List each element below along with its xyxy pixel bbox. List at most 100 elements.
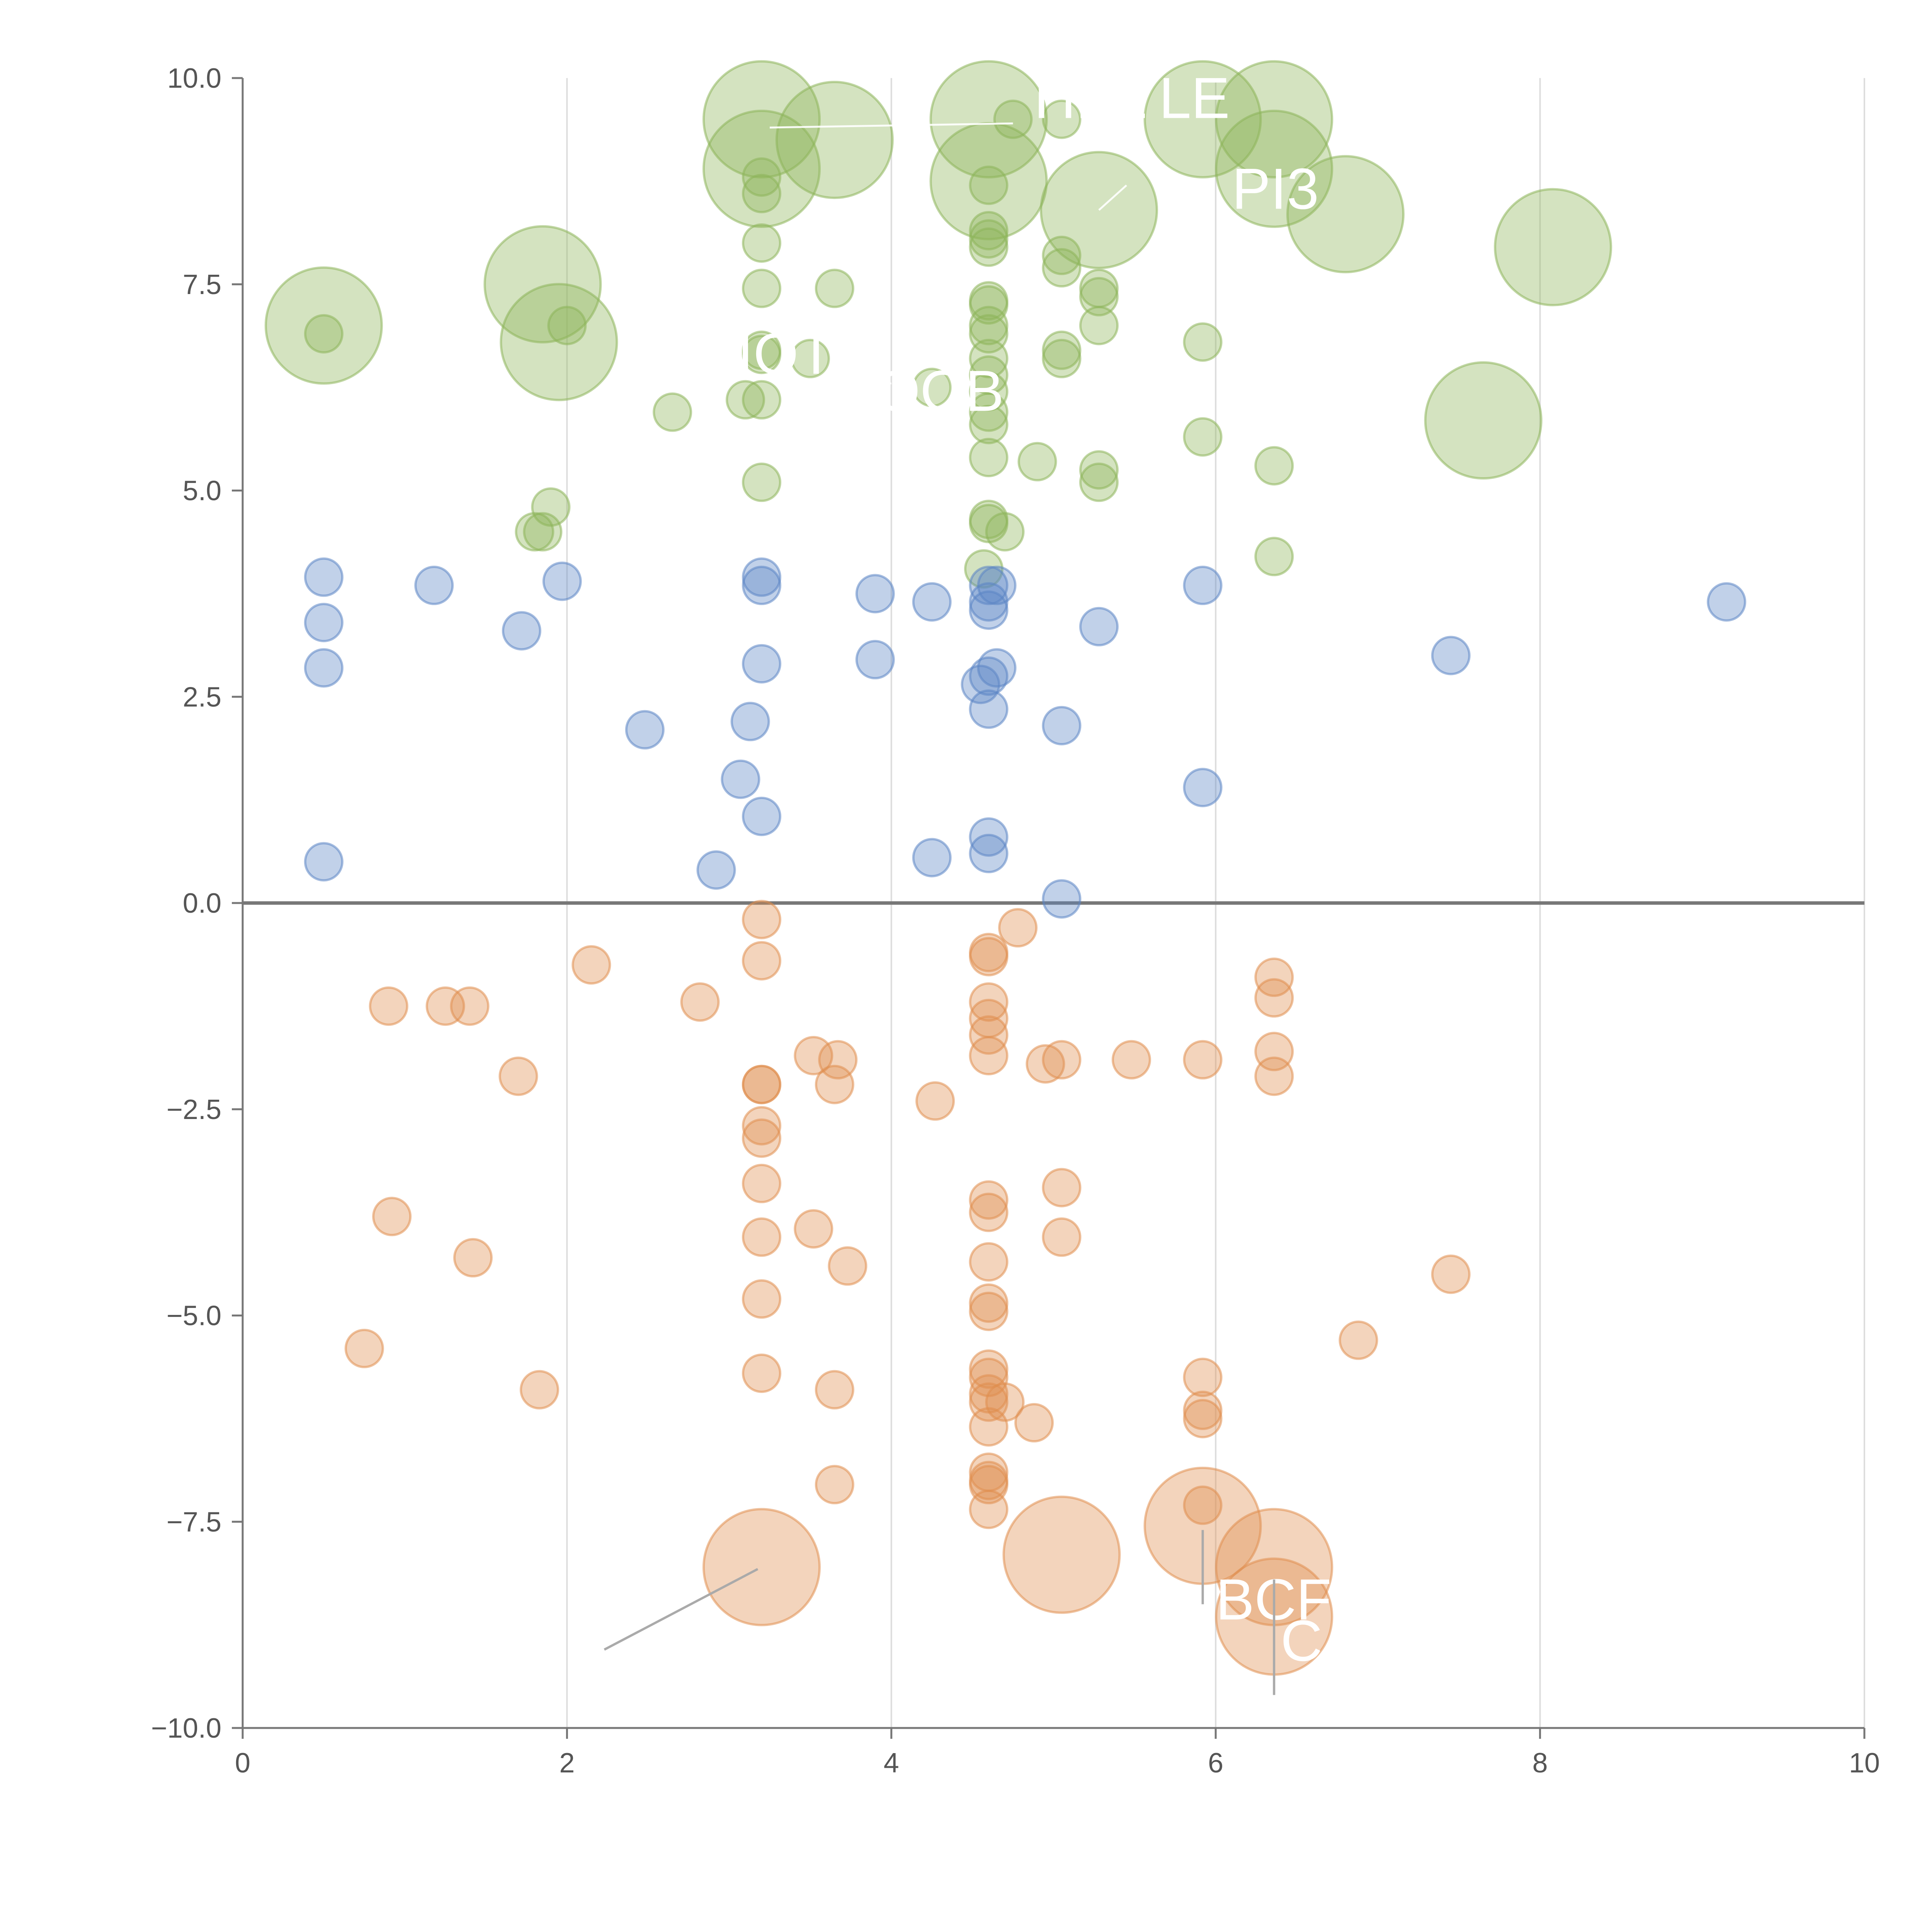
bubble-blue: [742, 557, 782, 597]
bubble-orange: [1183, 1357, 1223, 1397]
bubble-green: [1143, 60, 1262, 179]
bubble-blue: [1431, 636, 1471, 675]
bubble-green: [1215, 109, 1333, 228]
x-tick-label: 8: [1532, 1748, 1548, 1779]
bubble-green: [304, 314, 344, 354]
bubble-green: [969, 338, 1009, 378]
bubble-green: [1042, 248, 1082, 288]
bubble-orange: [680, 982, 720, 1022]
bubble-orange: [369, 986, 408, 1026]
bubble-orange: [915, 1081, 955, 1121]
bubble-green: [929, 60, 1048, 179]
bubble-orange: [453, 1238, 493, 1278]
y-tick-label: −7.5: [167, 1507, 221, 1537]
bubble-green: [531, 487, 571, 527]
bubble-orange: [1338, 1320, 1378, 1360]
bubble-orange: [1183, 1040, 1223, 1080]
bubble-green: [653, 392, 692, 432]
bubble-green: [742, 269, 782, 308]
bubble-green: [742, 463, 782, 502]
y-tick-label: 5.0: [183, 476, 221, 507]
bubble-orange: [1042, 1168, 1082, 1208]
bubble-green: [1079, 277, 1119, 316]
bubble-orange: [969, 1192, 1009, 1232]
y-tick-label: 2.5: [183, 682, 221, 713]
series-green: [264, 60, 1612, 589]
bubble-green: [483, 225, 602, 344]
point-label: IOT: [737, 321, 834, 386]
bubble-green: [912, 367, 952, 407]
bubble-orange: [815, 1065, 854, 1104]
x-tick-label: 4: [884, 1748, 899, 1779]
bubble-orange: [969, 1180, 1009, 1220]
bubble-orange: [969, 1036, 1009, 1075]
bubble-green: [742, 223, 782, 263]
bubble-orange: [969, 1490, 1009, 1529]
y-tick-label: −2.5: [167, 1094, 221, 1125]
bubble-green: [702, 109, 821, 228]
bubble-orange: [1183, 1485, 1223, 1525]
bubble-green: [1424, 361, 1543, 480]
bubble-blue: [969, 689, 1009, 729]
bubble-blue: [696, 850, 736, 890]
bubble-green: [515, 512, 554, 552]
bubble-blue: [304, 842, 344, 882]
bubble-orange: [969, 1015, 1009, 1055]
bubble-green: [969, 211, 1009, 250]
bubble-green: [969, 392, 1009, 432]
bubble-green: [969, 219, 1009, 259]
bubble-green: [1286, 155, 1405, 274]
bubble-green: [969, 438, 1009, 478]
bubble-orange: [794, 1209, 833, 1249]
bubble-blue: [304, 603, 344, 643]
bubble-orange: [742, 1217, 782, 1257]
bubble-orange: [1183, 1399, 1223, 1439]
bubble-orange: [969, 1407, 1009, 1447]
y-tick-label: 7.5: [183, 269, 221, 300]
leader-line: [1098, 184, 1128, 211]
bubble-orange: [742, 900, 782, 939]
bubble-orange: [969, 982, 1009, 1022]
bubbles: [264, 60, 1747, 1676]
bubble-green: [1494, 188, 1612, 306]
bubble-orange: [969, 1283, 1009, 1323]
axes: 0 2 4 6 8 10 −10.0 −7.5 −5.0 −2.5 0.0 2.5 5.0 7.5 10.0: [151, 63, 1880, 1779]
bubble-blue: [1042, 879, 1082, 919]
series-blue: [304, 557, 1747, 919]
bubble-orange: [985, 1382, 1025, 1422]
x-tick-label: 6: [1208, 1748, 1223, 1779]
bubble-blue: [1183, 566, 1223, 605]
bubble-orange: [702, 1508, 821, 1626]
x-tick-label: 2: [559, 1748, 575, 1779]
bubble-green: [1254, 537, 1294, 577]
bubble-orange: [794, 1036, 833, 1075]
bubble-blue: [1079, 607, 1119, 646]
bubble-orange: [742, 1118, 782, 1158]
point-label: PI3: [1232, 156, 1319, 221]
point-label: OOB: [875, 358, 1004, 423]
bubble-blue: [969, 656, 1009, 696]
bubble-green: [1183, 417, 1223, 457]
bubble-blue: [977, 566, 1017, 605]
bubble-orange: [1111, 1040, 1151, 1080]
bubble-green: [742, 335, 782, 374]
y-tick-label: −5.0: [167, 1301, 221, 1332]
bubble-blue: [855, 574, 895, 614]
bubble-blue: [304, 557, 344, 597]
bubble-blue: [1707, 582, 1747, 622]
bubble-orange: [372, 1197, 412, 1236]
bubble-green: [1079, 450, 1119, 490]
bubble-blue: [969, 833, 1009, 873]
point-label: C: [1281, 1608, 1322, 1673]
bubble-green: [964, 549, 1004, 589]
bubble-orange: [969, 937, 1009, 976]
bubble-orange: [1042, 1040, 1082, 1080]
bubble-blue: [542, 561, 582, 601]
bubble-green: [969, 306, 1009, 345]
bubble-green: [702, 60, 821, 179]
bubble-orange: [742, 1065, 782, 1104]
bubble-green: [1183, 322, 1223, 362]
